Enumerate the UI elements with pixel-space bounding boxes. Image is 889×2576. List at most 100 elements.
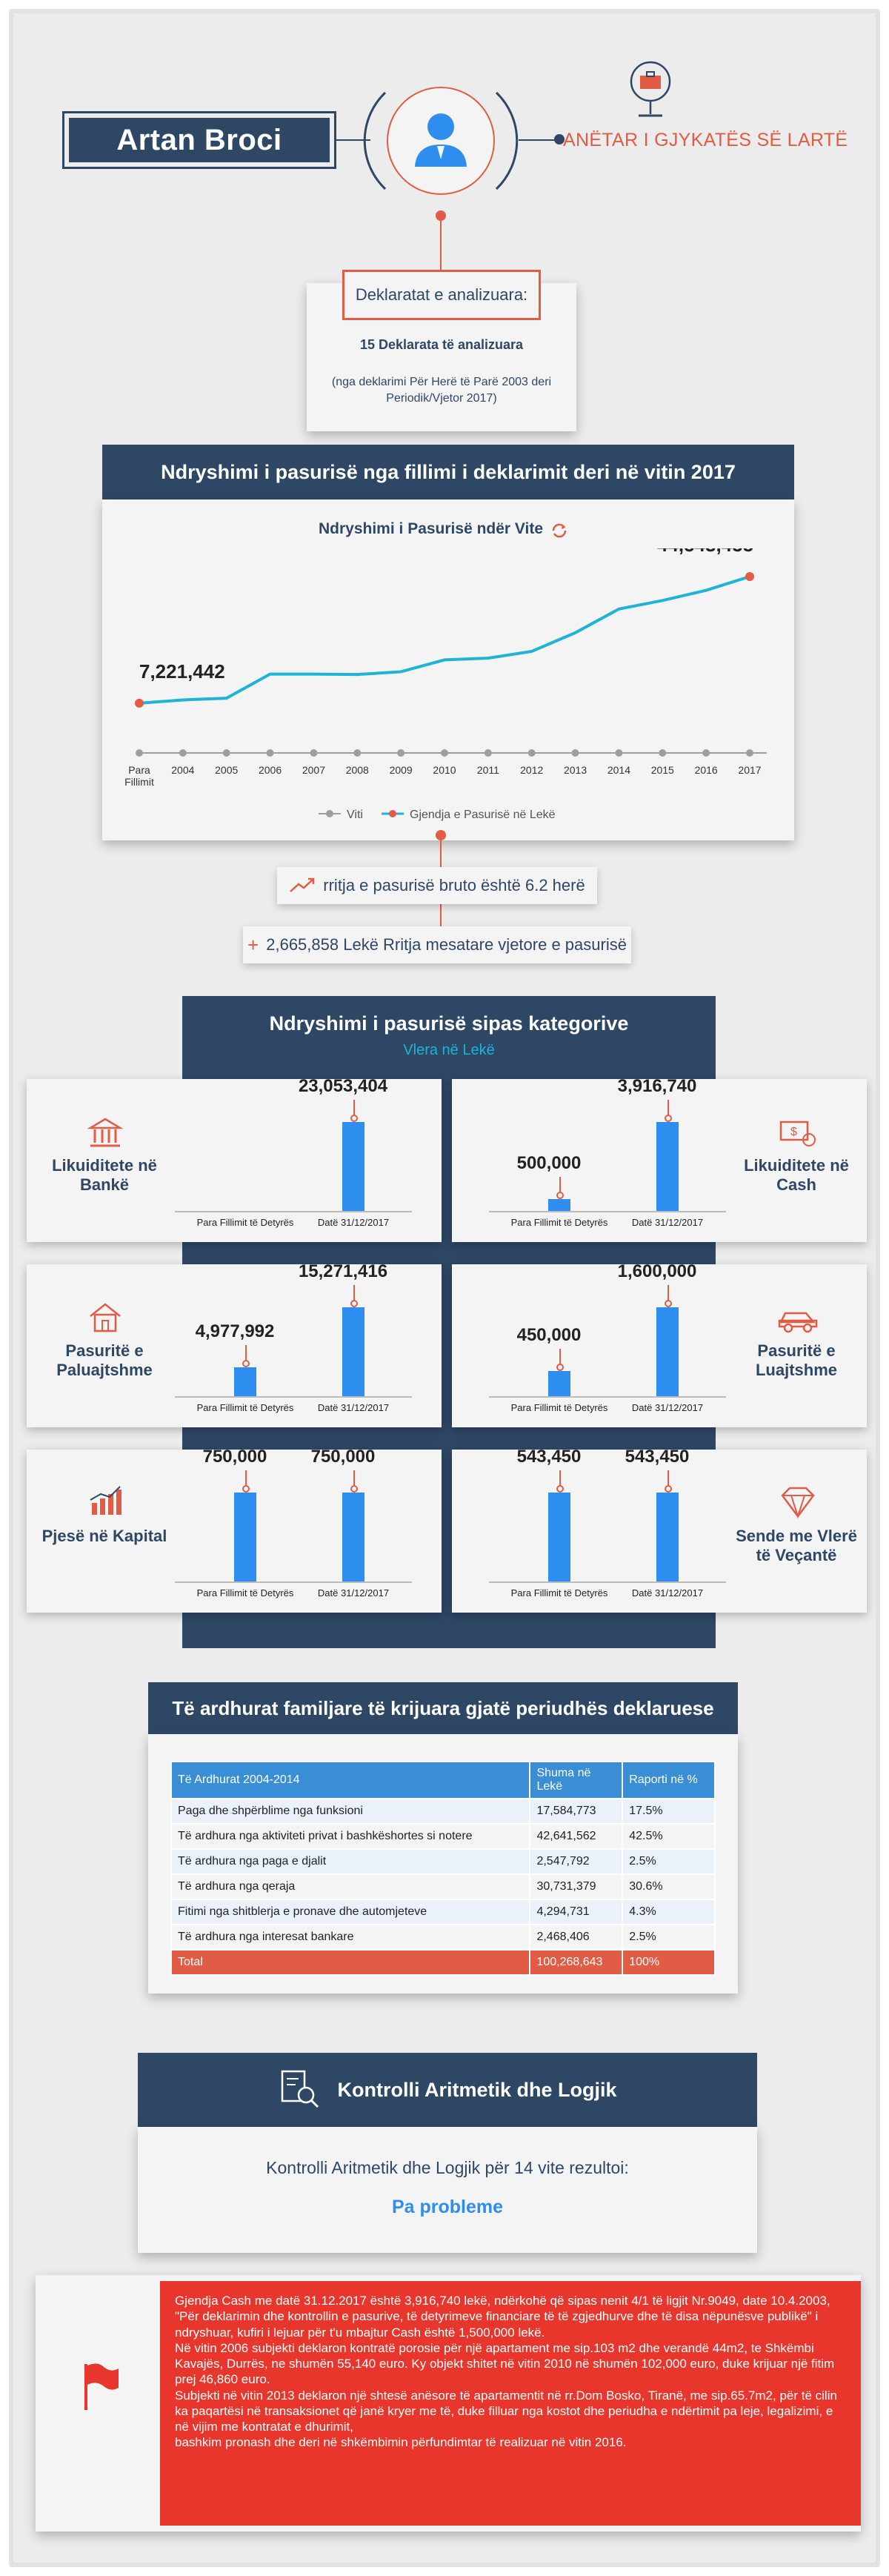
category-bar <box>548 1199 570 1211</box>
income-source: Fitimi nga shitblerja e pronave dhe auto… <box>170 1899 531 1925</box>
income-percent: 2.5% <box>622 1924 716 1951</box>
document-search-icon <box>282 2070 319 2108</box>
cash-icon: $ <box>779 1121 816 1146</box>
x-tick-dot <box>702 749 710 757</box>
note-paragraph: Në vitin 2006 subjekti deklaron kontratë… <box>175 2340 835 2387</box>
categories-subtitle: Vlera në Lekë <box>403 1042 495 1058</box>
total-percent: 100% <box>622 1949 716 1976</box>
category-card: $ Likuiditete në Cash 500,000 Para Fillimit… <box>452 1076 867 1242</box>
value-connector <box>245 1470 247 1487</box>
red-flag-icon <box>84 2363 119 2410</box>
bar-value-label: 3,916,740 <box>617 1076 697 1096</box>
income-source: Të ardhura nga qeraja <box>170 1873 531 1900</box>
category-bar <box>342 1307 364 1396</box>
category-bar <box>656 1307 679 1396</box>
wealth-section-title: Ndryshimi i pasurisë nga fillimi i dekla… <box>102 445 794 499</box>
x-tick-dot <box>397 749 405 757</box>
x-tick-label: Para Fillimit të Detyrës <box>196 1402 294 1413</box>
x-tick-label: 2017 <box>738 764 761 776</box>
value-dot <box>665 1300 672 1307</box>
x-tick-label: 2009 <box>390 764 413 776</box>
table-header-row: Të Ardhurat 2004-2014 Shuma në Lekë Rapo… <box>170 1761 716 1799</box>
x-tick-dot <box>571 749 579 757</box>
legend-series: Gjendja e Pasurisë në Lekë <box>410 809 556 821</box>
x-tick-dot <box>659 749 667 757</box>
category-card: Likuiditete në Bankë Para Fillimit të Det… <box>27 1076 442 1242</box>
value-dot <box>556 1192 564 1199</box>
table-row: Të ardhura nga interesat bankare 2,468,40… <box>170 1924 716 1951</box>
legend-year: Viti <box>347 809 363 821</box>
value-dot <box>242 1485 250 1493</box>
end-value-label: 44,543,455 <box>657 548 753 556</box>
annual-growth-text: 2,665,858 Lekë Rritja mesatare vjetore e… <box>266 935 627 954</box>
x-tick-label: 2010 <box>433 764 456 776</box>
x-tick-label: Datë 31/12/2017 <box>317 1402 390 1413</box>
control-section-title: Kontrolli Aritmetik dhe Logjik <box>138 2053 757 2127</box>
income-amount: 4,294,731 <box>529 1899 624 1925</box>
x-tick-label: Datë 31/12/2017 <box>317 1587 390 1599</box>
control-card <box>138 2127 757 2253</box>
category-bar <box>234 1367 256 1396</box>
control-text: Kontrolli Aritmetik dhe Logjik për 14 vi… <box>266 2158 629 2177</box>
x-axis <box>175 1396 412 1398</box>
value-dot <box>665 1485 672 1493</box>
x-tick-label: 2011 <box>477 764 499 776</box>
value-connector <box>353 1100 355 1116</box>
x-tick-label: 2005 <box>215 764 238 776</box>
category-card: Pasuritë e Paluajtshme 4,977,992 Para Fill… <box>27 1261 442 1427</box>
value-dot <box>350 1115 358 1122</box>
value-connector <box>559 1349 561 1366</box>
x-tick-label: Para Fillimit të Detyrës <box>196 1217 294 1228</box>
note-paragraph: bashkim pronash dhe deri në shkëmbimin p… <box>175 2435 627 2450</box>
start-value-label: 7,221,442 <box>139 660 225 683</box>
connector-dot <box>554 134 565 145</box>
user-avatar-icon <box>363 87 519 195</box>
x-tick-dot <box>484 749 492 757</box>
x-tick-label: 2008 <box>346 764 369 776</box>
bar-value-label: 750,000 <box>202 1447 267 1467</box>
note-text-box: Gjendja Cash me datë 31.12.2017 është 3,… <box>160 2281 861 2526</box>
categories-title: Ndryshimi i pasurisë sipas kategorive <box>269 1012 629 1035</box>
x-tick-dot <box>353 749 362 757</box>
x-tick-dot <box>746 749 753 757</box>
table-row: Fitimi nga shitblerja e pronave dhe auto… <box>170 1899 716 1925</box>
value-dot <box>556 1364 564 1372</box>
income-source: Të ardhura nga aktiviteti privat i bashk… <box>170 1823 531 1850</box>
note-paragraph: Subjekti në vitin 2013 deklaron një shte… <box>175 2388 837 2434</box>
column-header: Të Ardhurat 2004-2014 <box>170 1761 531 1799</box>
income-source: Të ardhura nga interesat bankare <box>170 1924 531 1951</box>
x-tick-label: Datë 31/12/2017 <box>631 1587 704 1599</box>
annual-growth-badge: + 2,665,858 Lekë Rritja mesatare vjetore… <box>243 926 631 963</box>
bar-value-label: 23,053,404 <box>298 1076 388 1096</box>
declarations-count: 15 Deklarata të analizuara <box>359 337 524 352</box>
refresh-icon <box>552 523 567 538</box>
category-bar <box>656 1493 679 1581</box>
x-tick-label: 2007 <box>302 764 325 776</box>
category-bar <box>342 1493 364 1581</box>
x-tick-label: 2016 <box>695 764 718 776</box>
category-label: Likuiditete në Cash <box>744 1156 849 1195</box>
x-tick-label: Para Fillimit të Detyrës <box>510 1217 608 1228</box>
income-amount: 2,468,406 <box>529 1924 624 1951</box>
bar-value-label: 450,000 <box>516 1325 582 1346</box>
x-axis <box>489 1396 726 1398</box>
value-connector <box>559 1177 561 1193</box>
control-title: Kontrolli Aritmetik dhe Logjik <box>337 2078 617 2101</box>
connector-line <box>440 219 442 271</box>
x-tick-label: Para <box>128 764 150 776</box>
connector-dot <box>436 210 446 221</box>
column-header: Raporti në % <box>622 1761 716 1799</box>
wealth-series-line <box>139 575 750 705</box>
income-percent: 30.6% <box>622 1873 716 1900</box>
total-label: Total <box>170 1949 531 1976</box>
declarations-title: Deklaratat e analizuara: <box>342 270 541 320</box>
x-tick-label: Datë 31/12/2017 <box>631 1402 704 1413</box>
bank-icon <box>87 1118 124 1147</box>
connector-line <box>519 139 557 141</box>
category-card: Pjesë në Kapital 750,000 Para Fillimit të … <box>27 1447 442 1613</box>
declarations-subtitle: (nga deklarimi Për Herë të Parë 2003 der… <box>331 376 552 405</box>
category-bar <box>342 1122 364 1211</box>
bar-value-label: 4,977,992 <box>195 1321 275 1341</box>
income-source: Të ardhura nga paga e djalit <box>170 1848 531 1875</box>
